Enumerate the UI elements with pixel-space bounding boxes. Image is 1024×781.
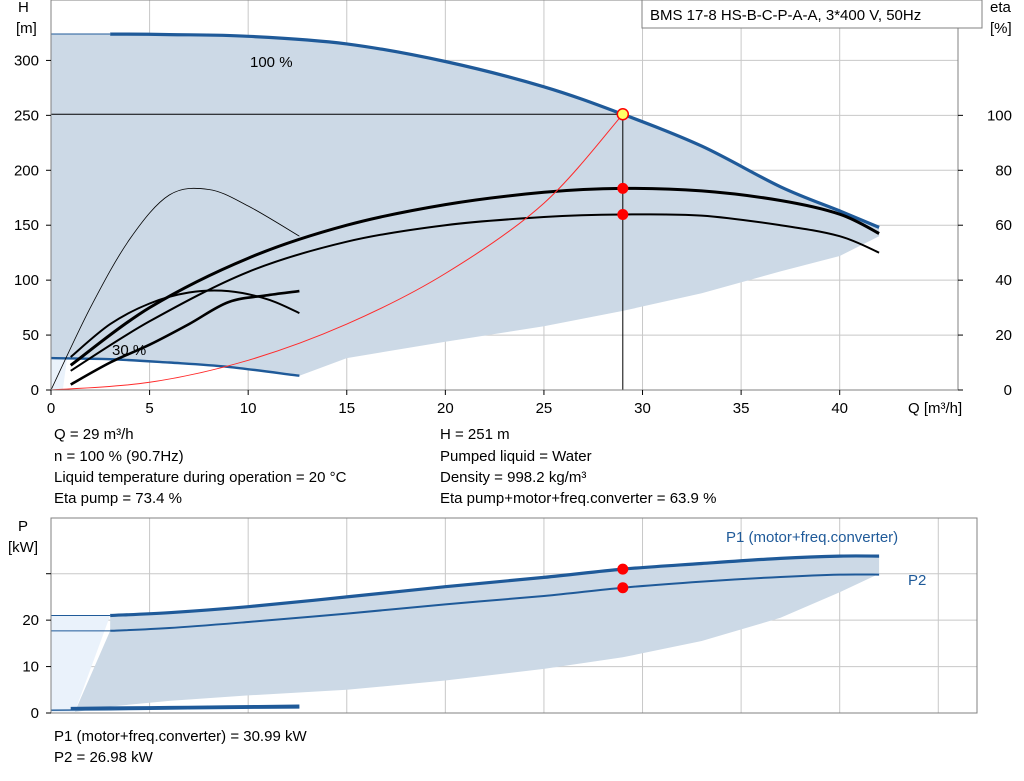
duty-point-head [616,108,630,121]
qh-ytick-label: 100 [14,272,39,289]
qh-xtick-label: 20 [437,400,454,417]
qh-xtick-label: 10 [240,400,257,417]
result-density: Density = 998.2 kg/m³ [440,469,586,486]
qh-chart: 0 5 10 15 20 25 30 35 40 0 50 100 150 200 250 300 0 20 40 6… [14,0,1012,417]
result-p1: P1 (motor+freq.converter) = 30.99 kW [54,728,307,745]
power-envelope-left-region [51,615,111,713]
power-ylabel-line1: P [18,518,28,535]
p1-curve-label: P1 (motor+freq.converter) [726,529,898,546]
power-envelope-region [74,555,880,713]
result-eta-pump: Eta pump = 73.4 % [54,490,182,507]
power-ytick-label: 0 [31,705,39,722]
qh-y2tick-label: 100 [987,107,1012,124]
qh-ytick-label: 200 [14,162,39,179]
qh-y2label-line1: eta [990,0,1012,16]
power-duty-points [617,563,629,594]
power-ytick-label: 20 [22,612,39,629]
result-q: Q = 29 m³/h [54,426,134,443]
product-title: BMS 17-8 HS-B-C-P-A-A, 3*400 V, 50Hz [650,7,921,24]
qh-y2tick-label: 40 [995,272,1012,289]
qh-xtick-label: 30 [634,400,651,417]
curve-eta-thin [50,187,300,391]
curve-label-100: 100 % [250,54,293,71]
qh-ytick-label: 0 [31,382,39,399]
qh-ylabel-line2: [m] [16,20,37,37]
curve-head-100 [110,32,880,229]
result-temperature: Liquid temperature during operation = 20… [54,469,347,486]
qh-ylabel-line1: H [18,0,29,16]
power-ylabel-line2: [kW] [8,539,38,556]
power-operating-envelope [51,555,880,713]
qh-xtick-label: 40 [831,400,848,417]
qh-xtick-label: 35 [733,400,750,417]
qh-y2tick-label: 80 [995,162,1012,179]
result-h: H = 251 m [440,426,510,443]
curve-P2 [110,573,880,632]
qh-ytick-label: 50 [22,327,39,344]
power-curves [50,554,880,711]
qh-curves [50,32,880,391]
duty-point-p1 [617,563,629,575]
qh-y2tick-label: 0 [1004,382,1012,399]
duty-point-p2 [617,582,629,594]
duty-point-eta-total [617,209,629,220]
qh-y2label-line2: [%] [990,20,1012,37]
p2-curve-label: P2 [908,572,926,589]
curve-P1 [110,554,880,618]
product-title-box [641,0,983,29]
qh-xtick-label: 25 [536,400,553,417]
curve-eta-total-30 [70,289,300,386]
curve-system-curve [50,113,624,391]
result-eta-total: Eta pump+motor+freq.converter = 63.9 % [440,490,716,507]
result-p2: P2 = 26.98 kW [54,749,154,766]
qh-ytick-label: 150 [14,217,39,234]
result-speed: n = 100 % (90.7Hz) [54,448,184,465]
qh-xtick-label: 0 [47,400,55,417]
duty-point-eta-pump [617,182,629,194]
qh-y2tick-label: 20 [995,327,1012,344]
qh-operating-envelope [51,34,880,391]
qh-y2tick-label: 60 [995,217,1012,234]
curve-P1-30 [70,704,300,710]
power-ticks: 0 10 20 [22,573,51,722]
power-ytick-label: 10 [22,659,39,676]
curve-eta-total [70,213,880,372]
curve-label-30: 30 % [112,342,146,359]
qh-xlabel: Q [m³/h] [908,400,962,417]
qh-duty-point [51,108,630,390]
curve-eta-pump [69,186,880,367]
curve-head-30 [50,356,300,377]
qh-ticks: 0 5 10 15 20 25 30 35 40 0 50 100 150 200 250 300 0 20 40 6… [14,52,1012,417]
results-block: Q = 29 m³/h n = 100 % (90.7Hz) Liquid te… [54,426,716,507]
result-liquid: Pumped liquid = Water [440,448,592,465]
curve-P2-30 [50,707,300,711]
curve-eta-pump-30 [70,289,300,358]
qh-plot-frame [50,0,959,391]
qh-xtick-label: 5 [145,400,153,417]
qh-xtick-label: 15 [338,400,355,417]
qh-ytick-label: 300 [14,52,39,69]
power-chart: 0 10 20 P [kW] P1 (motor+freq.converter) P… [8,517,978,766]
qh-ytick-label: 250 [14,107,39,124]
qh-envelope-region [51,34,880,376]
power-plot-frame [50,517,978,714]
